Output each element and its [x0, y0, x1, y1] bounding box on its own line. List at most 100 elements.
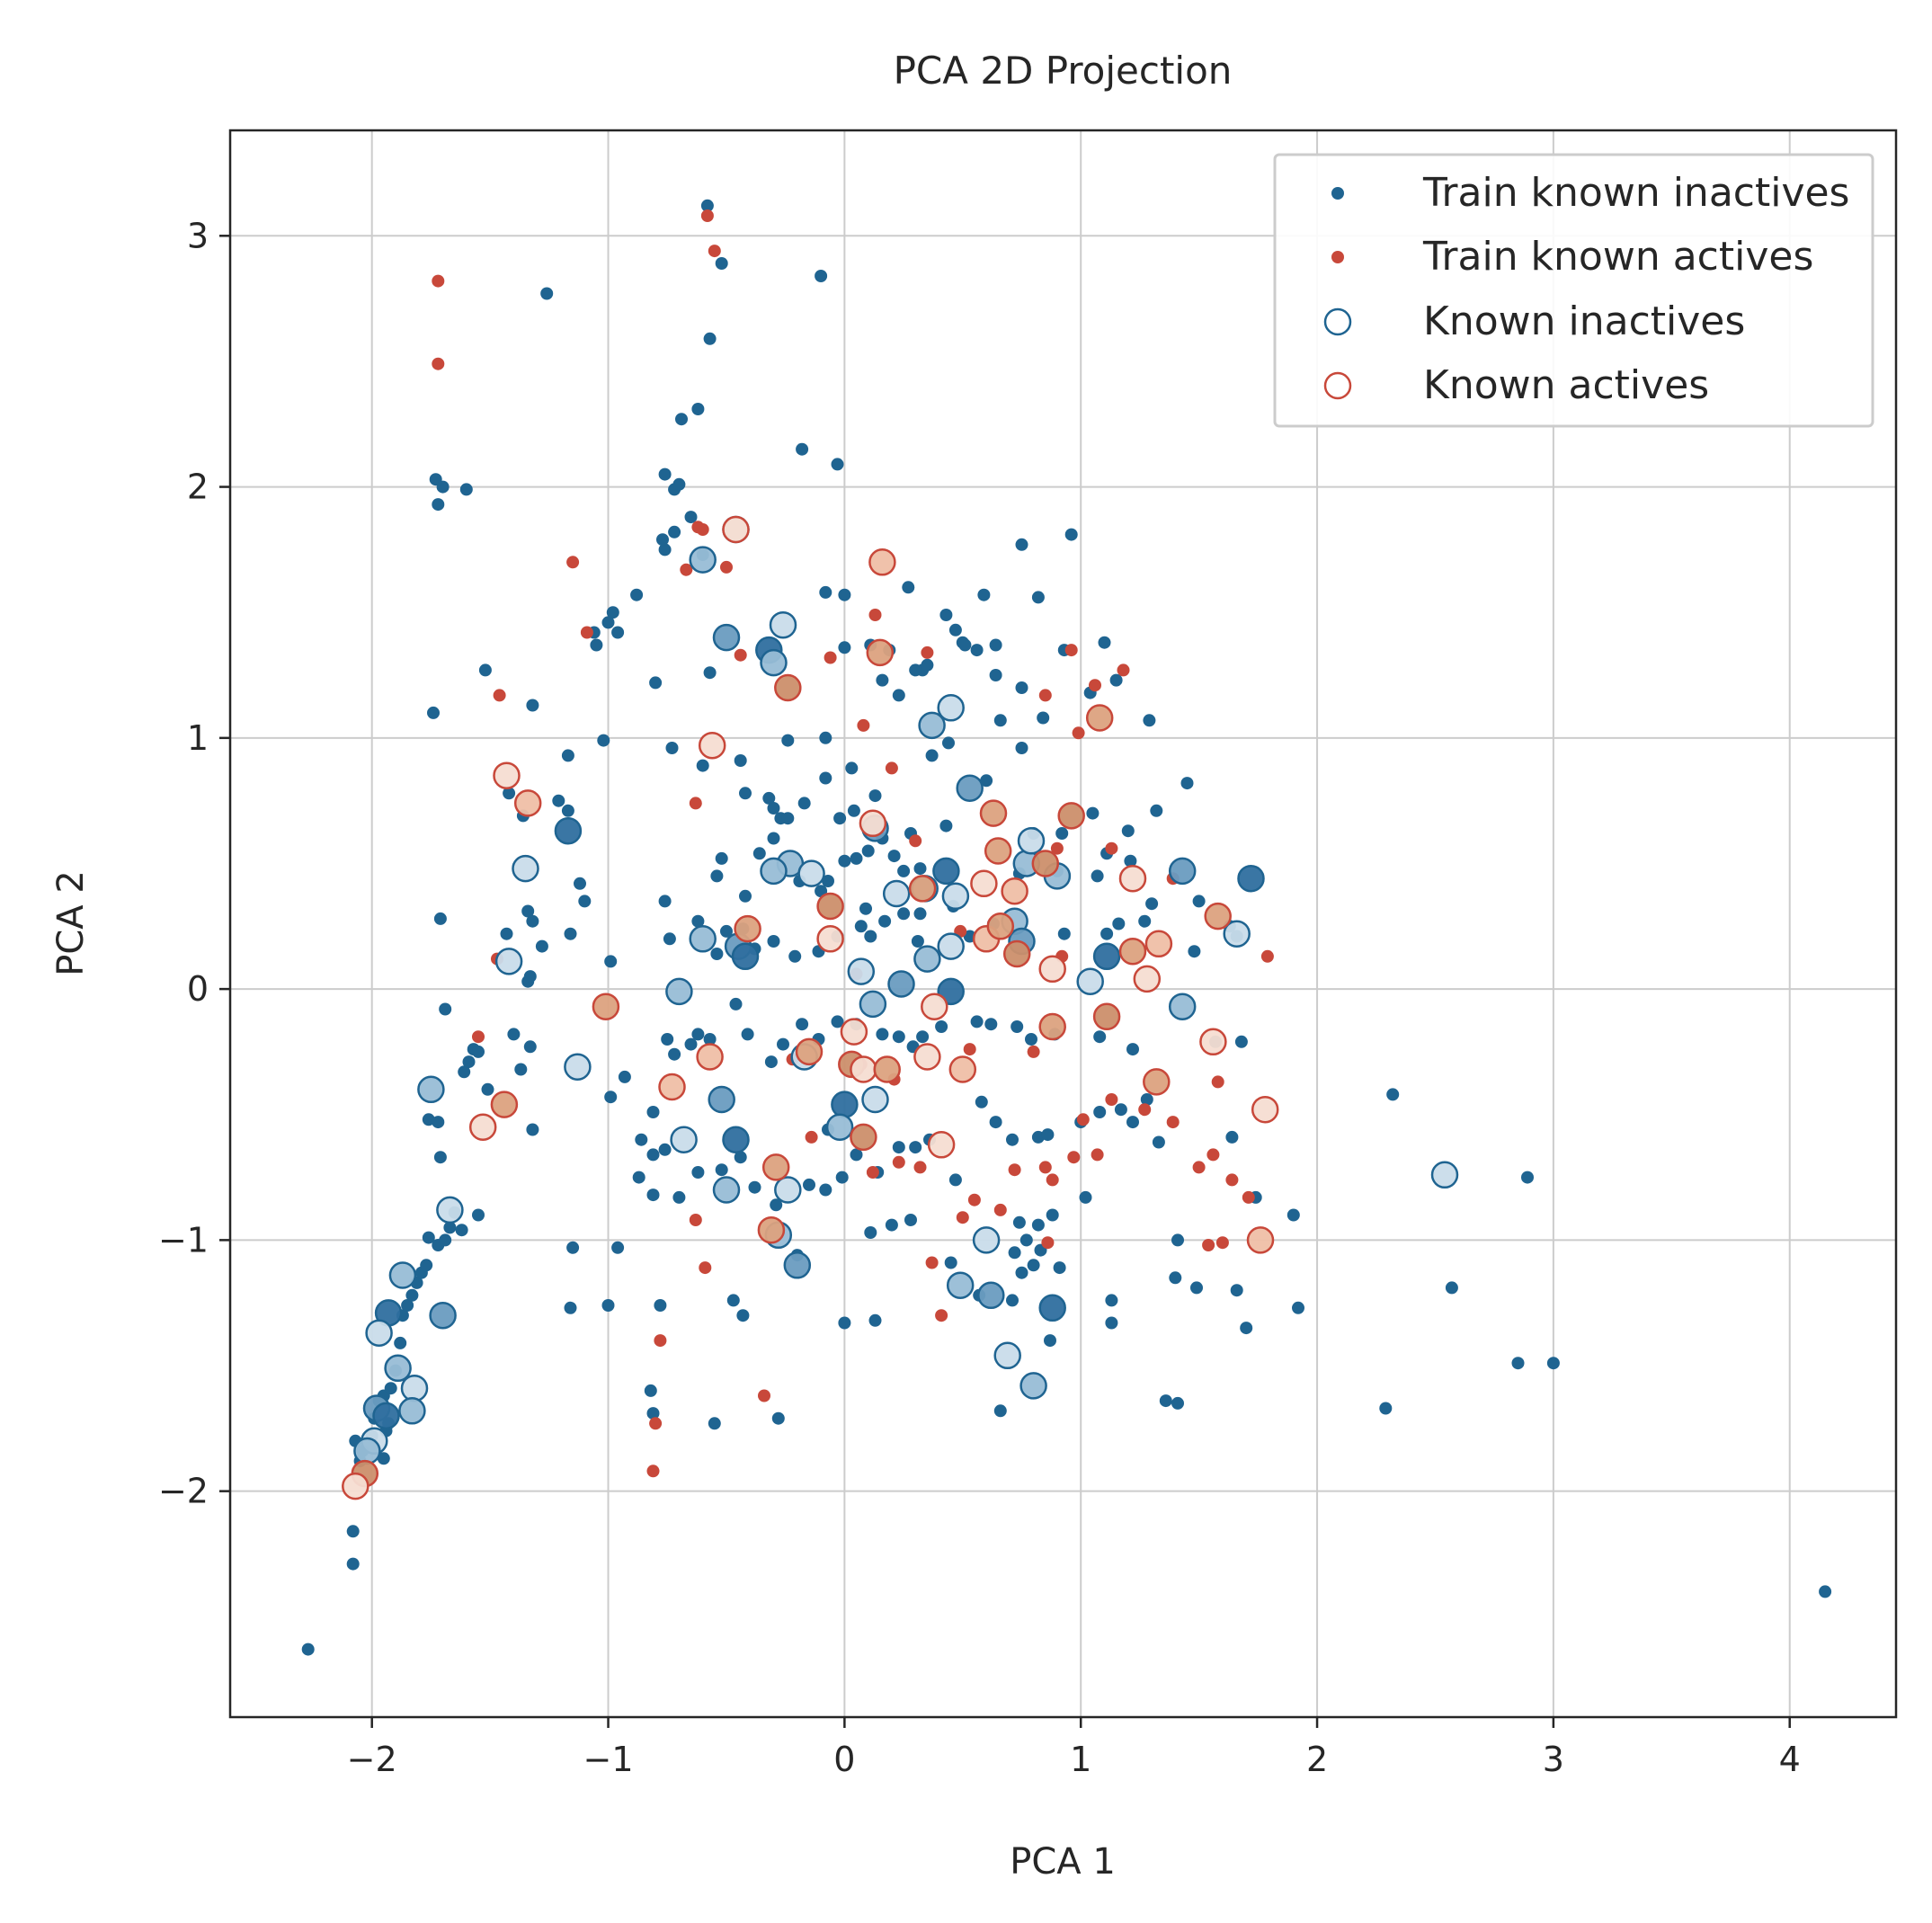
train-inactive-point [710, 869, 724, 883]
train-inactive-point [455, 1224, 468, 1237]
train-inactive-point [942, 736, 955, 750]
known-inactive-point [760, 857, 788, 886]
train-inactive-point [734, 1151, 747, 1164]
known-active-point [866, 638, 895, 667]
train-inactive-point [1046, 1208, 1059, 1222]
train-active-point [696, 523, 709, 536]
train-inactive-point [646, 1189, 660, 1202]
known-active-point [592, 993, 620, 1020]
train-inactive-point [658, 543, 672, 556]
train-inactive-point [346, 1525, 360, 1538]
train-inactive-point [684, 511, 698, 524]
known-active-point [948, 1055, 977, 1083]
known-active-point [1038, 955, 1066, 984]
train-inactive-point [1114, 1103, 1127, 1117]
known-active-point [1143, 1068, 1171, 1096]
known-active-point [774, 673, 802, 702]
train-inactive-point [1057, 927, 1071, 940]
known-inactive-point [554, 816, 583, 845]
train-active-point [1105, 841, 1118, 855]
train-inactive-point [422, 1113, 435, 1126]
train-inactive-point [708, 1417, 721, 1430]
train-active-point [493, 689, 506, 702]
train-inactive-point [500, 927, 513, 940]
train-active-point [689, 797, 702, 810]
train-inactive-point [892, 1030, 905, 1044]
train-inactive-point [436, 480, 450, 494]
train-inactive-point [1008, 1246, 1021, 1260]
train-inactive-point [1190, 1281, 1203, 1295]
train-inactive-point [762, 791, 776, 805]
train-inactive-point [819, 771, 832, 785]
train-inactive-point [646, 1106, 660, 1118]
train-inactive-point [876, 673, 889, 687]
known-inactive-point [882, 879, 911, 908]
train-inactive-point [975, 1095, 988, 1108]
train-inactive-point [401, 1299, 414, 1312]
train-active-point [925, 1256, 939, 1269]
train-inactive-point [661, 1033, 674, 1046]
train-inactive-point [909, 663, 922, 677]
y-tick-label: 2 [187, 467, 209, 507]
train-inactive-point [980, 774, 993, 788]
train-inactive-point [1287, 1208, 1300, 1222]
train-active-point [432, 274, 445, 288]
known-inactive-point [398, 1397, 426, 1425]
train-inactive-point [1140, 1093, 1153, 1106]
train-inactive-point [897, 864, 911, 877]
known-active-point [468, 1113, 497, 1141]
train-active-point [1064, 644, 1078, 657]
train-inactive-point [925, 749, 939, 762]
train-active-point [913, 1161, 927, 1174]
known-inactive-point [429, 1301, 457, 1330]
train-inactive-point [752, 847, 766, 860]
known-active-point [984, 837, 1012, 865]
train-inactive-point [904, 1214, 917, 1226]
train-inactive-point [564, 1301, 577, 1314]
known-active-point [1038, 1012, 1066, 1041]
train-inactive-point [684, 1037, 698, 1051]
train-active-point [1211, 1075, 1224, 1089]
train-inactive-point [715, 1163, 728, 1177]
train-inactive-point [1819, 1585, 1832, 1598]
train-inactive-point [432, 1116, 445, 1129]
known-inactive-point [494, 948, 523, 975]
train-inactive-point [606, 606, 619, 619]
train-active-point [1050, 841, 1064, 855]
known-inactive-point [689, 546, 717, 574]
train-inactive-point [675, 413, 688, 426]
known-inactive-point [932, 857, 960, 886]
train-active-point [432, 357, 445, 370]
known-inactive-point [722, 1126, 750, 1153]
train-inactive-point [604, 1091, 618, 1104]
known-inactive-point [831, 1091, 859, 1118]
train-inactive-point [377, 1452, 390, 1465]
known-active-point [761, 1153, 790, 1181]
train-active-point [1202, 1239, 1215, 1251]
train-inactive-point [1015, 1266, 1028, 1279]
train-inactive-point [1225, 1130, 1239, 1144]
train-inactive-point [1105, 1316, 1118, 1330]
train-inactive-point [433, 1151, 447, 1164]
train-inactive-point [632, 1171, 645, 1184]
train-inactive-point [384, 1382, 397, 1395]
train-inactive-point [433, 912, 447, 925]
known-inactive-point [769, 610, 797, 639]
train-inactive-point [1445, 1281, 1458, 1295]
known-active-point [850, 1055, 877, 1083]
train-inactive-point [944, 1256, 957, 1269]
known-active-point [696, 1043, 724, 1071]
known-inactive-point [417, 1075, 445, 1104]
known-inactive-point [689, 925, 717, 953]
train-inactive-point [561, 804, 574, 817]
train-inactive-point [939, 819, 953, 832]
train-inactive-point [1064, 528, 1078, 541]
train-inactive-point [691, 403, 705, 415]
train-inactive-point [1145, 897, 1159, 911]
known-inactive-point [887, 970, 915, 998]
train-inactive-point [989, 638, 1002, 652]
known-inactive-point [1430, 1161, 1459, 1189]
known-inactive-point [760, 648, 788, 677]
train-inactive-point [819, 731, 832, 744]
